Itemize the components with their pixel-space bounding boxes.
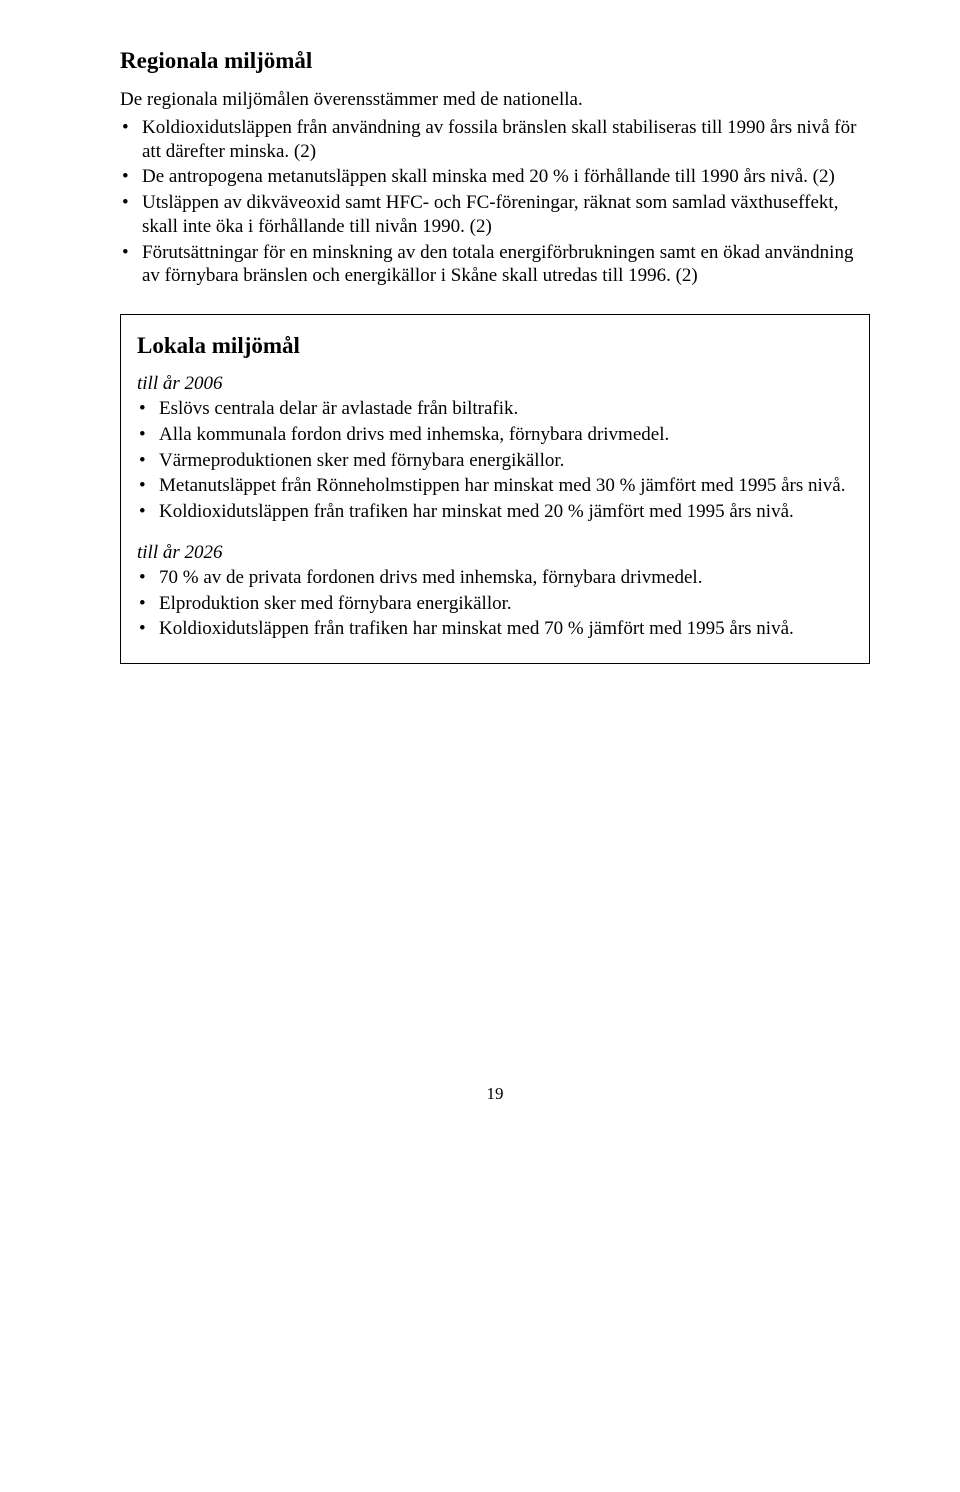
list-item: Alla kommunala fordon drivs med inhemska… (137, 423, 853, 447)
list-item: Utsläppen av dikväveoxid samt HFC- och F… (120, 191, 870, 239)
list-item: De antropogena metanutsläppen skall mins… (120, 165, 870, 189)
regional-heading: Regionala miljömål (120, 48, 870, 74)
local-bullets-2006: Eslövs centrala delar är avlastade från … (137, 397, 853, 524)
list-item: Elproduktion sker med förnybara energikä… (137, 592, 853, 616)
list-item: Eslövs centrala delar är avlastade från … (137, 397, 853, 421)
page: Regionala miljömål De regionala miljömål… (0, 0, 960, 1144)
local-heading: Lokala miljömål (137, 333, 853, 359)
list-item: Förutsättningar för en minskning av den … (120, 241, 870, 289)
list-item: 70 % av de privata fordonen drivs med in… (137, 566, 853, 590)
list-item: Koldioxidutsläppen från trafiken har min… (137, 500, 853, 524)
local-sub-2026: till år 2026 (137, 542, 853, 564)
local-sub-2006: till år 2006 (137, 373, 853, 395)
regional-intro: De regionala miljömålen överensstämmer m… (120, 88, 870, 112)
local-box: Lokala miljömål till år 2006 Eslövs cent… (120, 314, 870, 664)
list-item: Koldioxidutsläppen från användning av fo… (120, 116, 870, 164)
page-number: 19 (120, 1084, 870, 1104)
list-item: Metanutsläppet från Rönneholmstippen har… (137, 474, 853, 498)
list-item: Koldioxidutsläppen från trafiken har min… (137, 617, 853, 641)
regional-bullets: Koldioxidutsläppen från användning av fo… (120, 116, 870, 288)
local-bullets-2026: 70 % av de privata fordonen drivs med in… (137, 566, 853, 641)
list-item: Värmeproduktionen sker med förnybara ene… (137, 449, 853, 473)
